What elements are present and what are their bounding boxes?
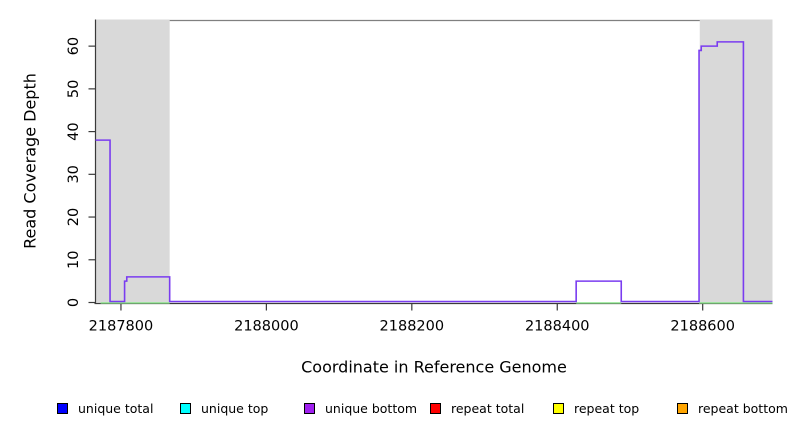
legend-label-unique-top: unique top <box>201 400 269 416</box>
y-tick-label: 30 <box>66 165 82 183</box>
legend-swatch-repeat-bottom <box>677 402 688 414</box>
y-tick-label: 60 <box>66 37 82 55</box>
legend-swatch-unique-total <box>57 402 68 414</box>
legend-label-repeat-bottom: repeat bottom <box>698 400 788 416</box>
legend-item-unique-total: unique total <box>57 400 153 416</box>
legend-swatch-repeat-total <box>430 402 441 414</box>
x-axis-title: Coordinate in Reference Genome <box>301 357 567 377</box>
y-tick-label: 0 <box>66 298 82 307</box>
x-tick-label: 2188600 <box>670 319 735 335</box>
legend-swatch-unique-bottom <box>304 402 315 414</box>
y-tick-label: 40 <box>66 122 82 140</box>
x-tick-label: 2188200 <box>380 319 445 335</box>
legend-label-unique-total: unique total <box>78 400 154 416</box>
shaded-region <box>95 19 170 303</box>
y-tick-label: 10 <box>66 251 82 269</box>
y-tick-label: 50 <box>66 80 82 98</box>
legend-label-repeat-top: repeat top <box>574 400 640 416</box>
legend-swatch-unique-top <box>180 402 191 414</box>
y-tick-label: 20 <box>66 208 82 226</box>
legend-item-repeat-top: repeat top <box>553 400 639 416</box>
legend-item-repeat-bottom: repeat bottom <box>677 400 788 416</box>
coverage-line-unique-bottom <box>95 41 773 303</box>
x-tick-label: 2188400 <box>525 319 590 335</box>
legend-label-unique-bottom: unique bottom <box>325 400 418 416</box>
legend-label-repeat-total: repeat total <box>451 400 525 416</box>
legend-item-unique-bottom: unique bottom <box>304 400 417 416</box>
legend-swatch-repeat-top <box>553 402 564 414</box>
x-tick-label: 2187800 <box>89 319 154 335</box>
legend-item-repeat-total: repeat total <box>430 400 524 416</box>
shaded-region <box>699 19 773 303</box>
x-tick-label: 2188000 <box>234 319 299 335</box>
y-axis-title: Read Coverage Depth <box>20 73 40 249</box>
legend-item-unique-top: unique top <box>180 400 268 416</box>
